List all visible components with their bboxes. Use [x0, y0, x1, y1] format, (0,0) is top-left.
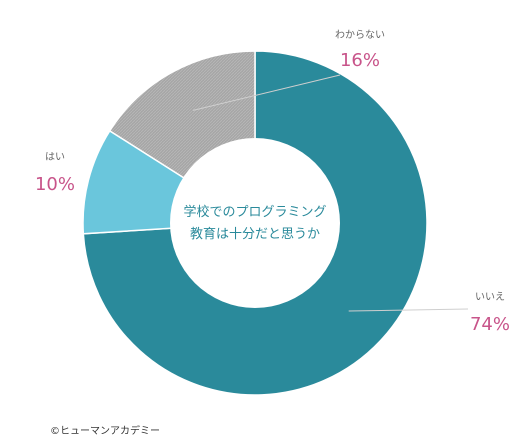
slice-label-0: いいえ: [475, 291, 505, 303]
slice-label-2: わからない: [335, 29, 385, 41]
slice-percent-2: 16%: [340, 50, 380, 71]
copyright-text: ©ヒューマンアカデミー: [50, 426, 160, 437]
slice-labels: いいえ 74% はい 10% わからない 16%: [35, 29, 510, 335]
slice-percent-1: 10%: [35, 174, 75, 195]
leader-lines: [192, 74, 469, 312]
leader-line-0: [348, 308, 469, 312]
slice-percent-0: 74%: [470, 314, 510, 335]
center-label-line-1: 学校でのプログラミング: [183, 204, 326, 220]
leader-line-2: [192, 74, 341, 111]
donut-hole: [170, 138, 340, 308]
slice-label-1: はい: [45, 151, 65, 163]
center-label-line-2: 教育は十分だと思うか: [190, 226, 320, 242]
